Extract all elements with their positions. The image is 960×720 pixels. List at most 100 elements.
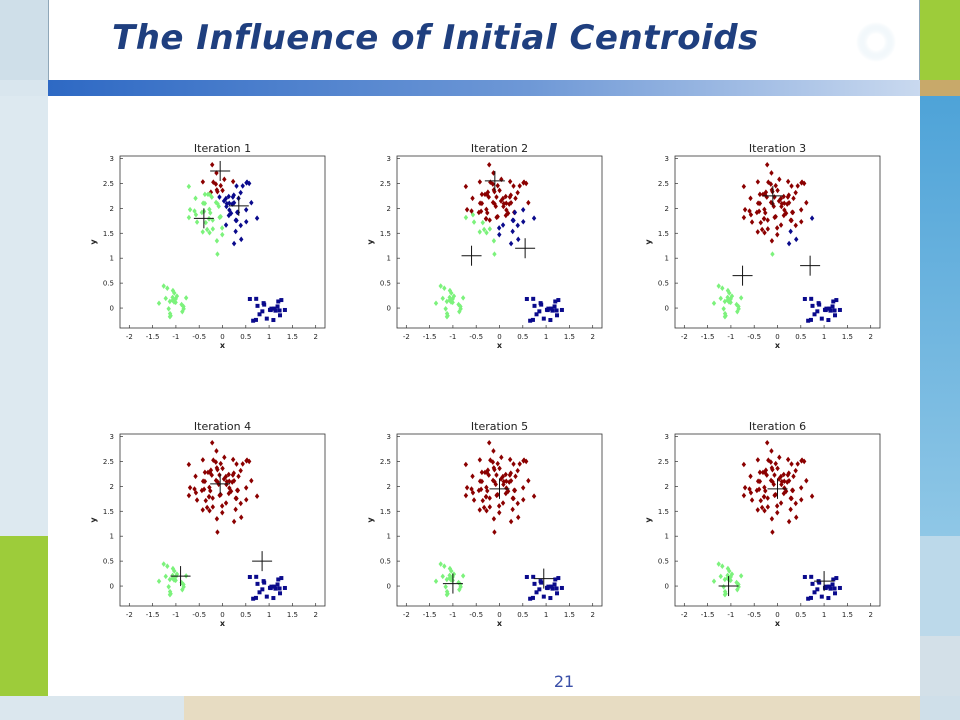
data-point: [276, 577, 281, 582]
data-point: [507, 472, 513, 478]
data-point: [238, 500, 243, 507]
y-tick-label: 0: [665, 583, 669, 591]
data-point: [758, 219, 763, 226]
data-point: [492, 529, 497, 535]
plot-frame: [674, 433, 881, 607]
y-tick-label: 1.5: [103, 230, 114, 238]
x-tick-label: 0.5: [517, 333, 528, 341]
y-tick-label: 2: [665, 483, 669, 491]
data-point: [440, 295, 445, 302]
data-point: [759, 504, 765, 511]
data-point: [226, 193, 231, 200]
data-point: [549, 306, 554, 311]
data-point: [762, 191, 768, 198]
data-point: [215, 251, 220, 257]
data-point: [513, 473, 518, 480]
data-point: [826, 318, 831, 323]
data-point: [457, 586, 462, 593]
data-point: [548, 596, 553, 601]
x-tick-label: -1.5: [146, 333, 160, 341]
data-point: [231, 199, 237, 206]
y-tick-label: 1: [665, 533, 669, 541]
data-point: [200, 229, 205, 235]
data-point: [235, 487, 241, 494]
data-point: [729, 571, 735, 577]
x-tick-label: 0: [220, 333, 224, 341]
x-tick-label: 1.5: [287, 611, 298, 619]
data-point: [255, 581, 260, 586]
data-point: [249, 477, 254, 484]
data-point: [156, 578, 162, 585]
data-point: [471, 219, 477, 225]
data-point: [748, 489, 754, 496]
data-point: [550, 586, 555, 591]
data-point: [487, 439, 492, 446]
x-tick-label: -2: [403, 611, 410, 619]
data-point: [238, 467, 243, 474]
right-frame: [920, 0, 960, 720]
data-point: [555, 313, 560, 318]
data-point: [230, 194, 236, 200]
data-point: [546, 584, 551, 589]
y-tick-label: 0: [387, 583, 391, 591]
data-point: [165, 285, 170, 292]
data-point: [756, 486, 762, 493]
data-point: [275, 304, 280, 309]
data-point: [785, 479, 790, 485]
data-point: [215, 200, 220, 207]
data-point: [180, 308, 185, 315]
data-point: [501, 481, 506, 488]
data-point: [837, 307, 842, 312]
data-point: [810, 303, 815, 308]
data-point: [553, 299, 558, 304]
data-point: [830, 582, 835, 587]
y-tick-label: 2.5: [103, 180, 114, 188]
data-point: [775, 509, 780, 516]
data-point: [200, 478, 206, 485]
data-point: [220, 231, 225, 238]
data-point: [722, 576, 728, 583]
x-tick-label: 0.5: [795, 611, 806, 619]
data-point: [738, 573, 744, 579]
data-point: [222, 454, 227, 461]
data-point: [553, 577, 558, 582]
x-tick-label: -1: [449, 611, 456, 619]
x-tick-label: 0: [497, 611, 501, 619]
data-point: [788, 228, 793, 235]
panel-title: Iteration 4: [194, 420, 251, 433]
data-point: [526, 477, 531, 484]
data-point: [269, 584, 274, 589]
data-point: [469, 486, 474, 492]
y-tick-label: 2: [110, 205, 114, 213]
data-point: [217, 472, 222, 478]
data-point: [273, 586, 278, 591]
data-point: [442, 285, 447, 292]
data-point: [210, 439, 215, 446]
data-point: [817, 302, 822, 307]
data-point: [272, 306, 277, 311]
data-point: [253, 317, 258, 322]
x-tick-label: -1: [727, 333, 734, 341]
x-tick-label: -1.5: [423, 611, 437, 619]
data-point: [812, 312, 817, 317]
data-point: [477, 229, 482, 235]
data-point: [497, 509, 502, 516]
data-point: [501, 478, 507, 485]
data-point: [275, 582, 280, 587]
scatter-panel: Iteration 2 -2 -1.5 -1 -0.5 0 0.5 1 1.5 2 0 0.5 1 1.5…: [366, 142, 603, 350]
data-point: [186, 461, 192, 468]
data-point: [204, 226, 210, 233]
data-point: [785, 472, 791, 478]
x-axis-label: x: [220, 619, 226, 628]
x-tick-label: 0: [775, 611, 779, 619]
data-point: [460, 295, 466, 301]
y-tick-label: 0: [665, 305, 669, 313]
data-point: [510, 228, 515, 235]
data-point: [230, 479, 235, 485]
x-tick-label: 1: [822, 333, 826, 341]
frame-block: [920, 696, 960, 720]
data-point: [444, 298, 450, 305]
data-point: [180, 586, 185, 593]
y-tick-label: 3: [110, 155, 114, 163]
data-point: [828, 586, 833, 591]
